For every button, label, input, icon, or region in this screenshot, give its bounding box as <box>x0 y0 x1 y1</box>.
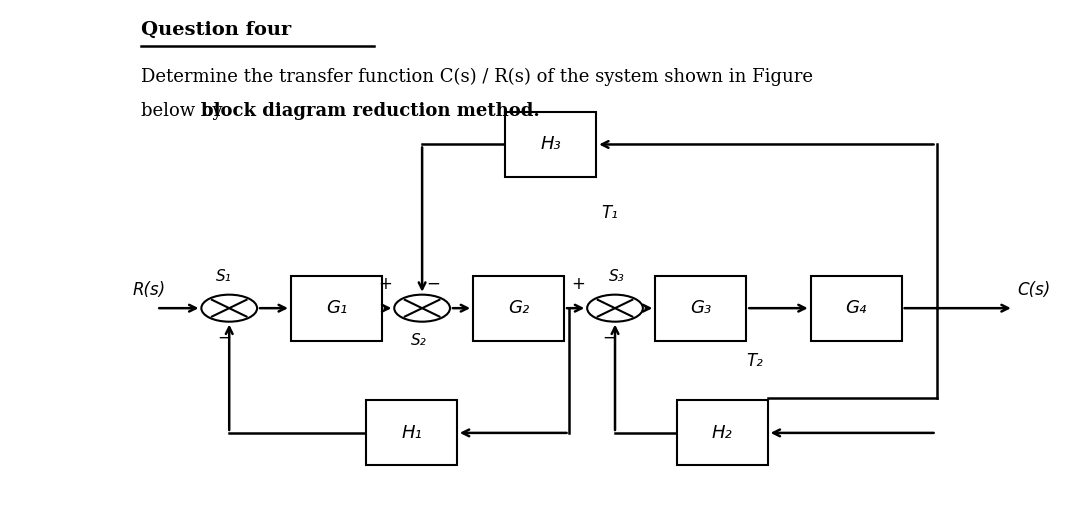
FancyBboxPatch shape <box>473 276 564 341</box>
FancyBboxPatch shape <box>366 400 457 465</box>
Text: G₁: G₁ <box>326 299 347 317</box>
Text: −: − <box>426 275 440 293</box>
Text: S₂: S₂ <box>411 333 427 347</box>
Circle shape <box>588 295 643 322</box>
Text: Question four: Question four <box>141 21 292 39</box>
Text: G₃: G₃ <box>690 299 712 317</box>
Text: C(s): C(s) <box>1017 281 1050 299</box>
Circle shape <box>394 295 450 322</box>
Text: +: + <box>571 275 585 293</box>
Text: +: + <box>379 275 393 293</box>
Text: −: − <box>217 329 231 347</box>
FancyBboxPatch shape <box>505 112 596 177</box>
Circle shape <box>201 295 257 322</box>
Text: H₃: H₃ <box>540 136 562 154</box>
Text: S₁: S₁ <box>216 269 232 284</box>
Text: below by: below by <box>141 102 229 120</box>
Text: R(s): R(s) <box>133 281 166 299</box>
FancyBboxPatch shape <box>291 276 382 341</box>
FancyBboxPatch shape <box>811 276 902 341</box>
Text: G₄: G₄ <box>846 299 867 317</box>
Text: H₁: H₁ <box>401 424 422 442</box>
FancyBboxPatch shape <box>656 276 746 341</box>
Text: S₃: S₃ <box>609 269 625 284</box>
Text: G₂: G₂ <box>508 299 529 317</box>
Text: H₂: H₂ <box>712 424 732 442</box>
Text: −: − <box>603 329 617 347</box>
Text: T₂: T₂ <box>746 352 762 370</box>
Text: Determine the transfer function C(s) / R(s) of the system shown in Figure: Determine the transfer function C(s) / R… <box>141 68 813 86</box>
Text: block diagram reduction method.: block diagram reduction method. <box>201 102 540 120</box>
Text: T₁: T₁ <box>602 204 618 222</box>
FancyBboxPatch shape <box>677 400 768 465</box>
